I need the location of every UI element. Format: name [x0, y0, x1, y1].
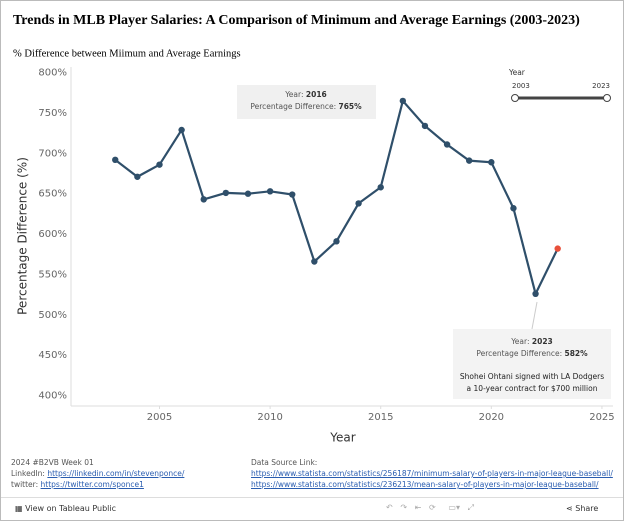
footer-text: LinkedIn: https://linkedin.com/in/steven… — [11, 469, 185, 478]
point — [377, 184, 384, 191]
y-tick-label: 750% — [38, 108, 67, 119]
point — [421, 122, 429, 130]
share-button[interactable]: ⋖ Share — [566, 504, 599, 513]
y-axis-label: Percentage Difference (%) — [16, 157, 30, 315]
footer-text: twitter: https://twitter.com/sponce1 — [11, 480, 144, 489]
x-tick-label: 2010 — [257, 412, 282, 423]
x-tick-label: 2025 — [589, 412, 614, 423]
footer-text: Data Source Link: — [251, 458, 318, 467]
chart-subtitle: % Difference between Miimum and Average … — [13, 48, 241, 59]
chart: Trends in MLB Player Salaries: A Compari… — [13, 13, 615, 445]
x-tick-label: 2005 — [147, 412, 172, 423]
filter-title: Year — [508, 68, 526, 77]
x-axis-label: Year — [329, 431, 355, 445]
point — [112, 156, 119, 164]
y-tick-label: 450% — [38, 350, 67, 361]
point — [510, 205, 517, 212]
tooltip-note: Shohei Ohtani signed with LA Dodgers — [460, 372, 604, 381]
link[interactable]: https://www.statista.com/statistics/2561… — [251, 469, 613, 478]
point — [488, 159, 495, 166]
filter-max: 2023 — [592, 82, 610, 90]
connector — [531, 301, 538, 330]
point — [311, 258, 318, 265]
point — [443, 141, 451, 148]
point — [355, 200, 362, 207]
slider-handle[interactable] — [511, 94, 519, 102]
x-tick-label: 2015 — [368, 412, 393, 423]
footer-left: 2024 #B2VB Week 01 LinkedIn: https://lin… — [11, 457, 184, 490]
y-tick-label: 400% — [38, 391, 67, 402]
filter-min: 2003 — [512, 82, 530, 90]
toolbar-icons[interactable]: ↶ ↷ ⇤ ⟳ ▭▾ ⤢ — [386, 503, 475, 512]
tooltip — [237, 85, 376, 119]
x-tick-label: 2020 — [479, 412, 504, 423]
tableau-button[interactable]: ▦ View on Tableau Public — [15, 504, 117, 513]
y-tick-label: 650% — [38, 189, 67, 200]
tooltip-row: Percentage Difference: 582% — [476, 349, 588, 358]
footer-right: Data Source Link: https://www.statista.c… — [251, 457, 613, 490]
link[interactable]: https://linkedin.com/in/stevenponce/ — [47, 469, 185, 478]
point — [222, 189, 230, 197]
point — [333, 238, 340, 245]
slider-handle[interactable] — [603, 94, 611, 102]
point — [244, 190, 252, 197]
point — [178, 126, 185, 134]
y-tick-label: 700% — [38, 148, 67, 159]
point — [266, 188, 274, 195]
point — [289, 191, 296, 198]
link[interactable]: https://twitter.com/sponce1 — [40, 480, 144, 489]
point — [200, 196, 207, 203]
point — [466, 157, 473, 164]
y-tick-label: 600% — [38, 229, 67, 240]
tooltip-row: Year: 2016 — [284, 90, 327, 99]
point — [134, 173, 141, 180]
tooltip-note: a 10-year contract for $700 million — [467, 384, 598, 393]
point — [532, 290, 539, 298]
tooltip-row: Year: 2023 — [510, 337, 553, 346]
point — [399, 97, 407, 105]
y-tick-label: 800% — [38, 68, 67, 79]
tooltip-row: Percentage Difference: 765% — [250, 102, 362, 111]
chart-title: Trends in MLB Player Salaries: A Compari… — [13, 13, 580, 28]
y-tick-label: 500% — [38, 310, 67, 321]
point — [156, 161, 163, 168]
y-tick-label: 550% — [38, 269, 67, 280]
tooltip — [453, 329, 611, 399]
link[interactable]: https://www.statista.com/statistics/2362… — [251, 480, 599, 489]
toolbar: ▦ View on Tableau Public ↶ ↷ ⇤ ⟳ ▭▾ ⤢ ⋖ … — [1, 497, 623, 520]
point — [554, 245, 561, 252]
footer-text: 2024 #B2VB Week 01 — [11, 458, 94, 467]
